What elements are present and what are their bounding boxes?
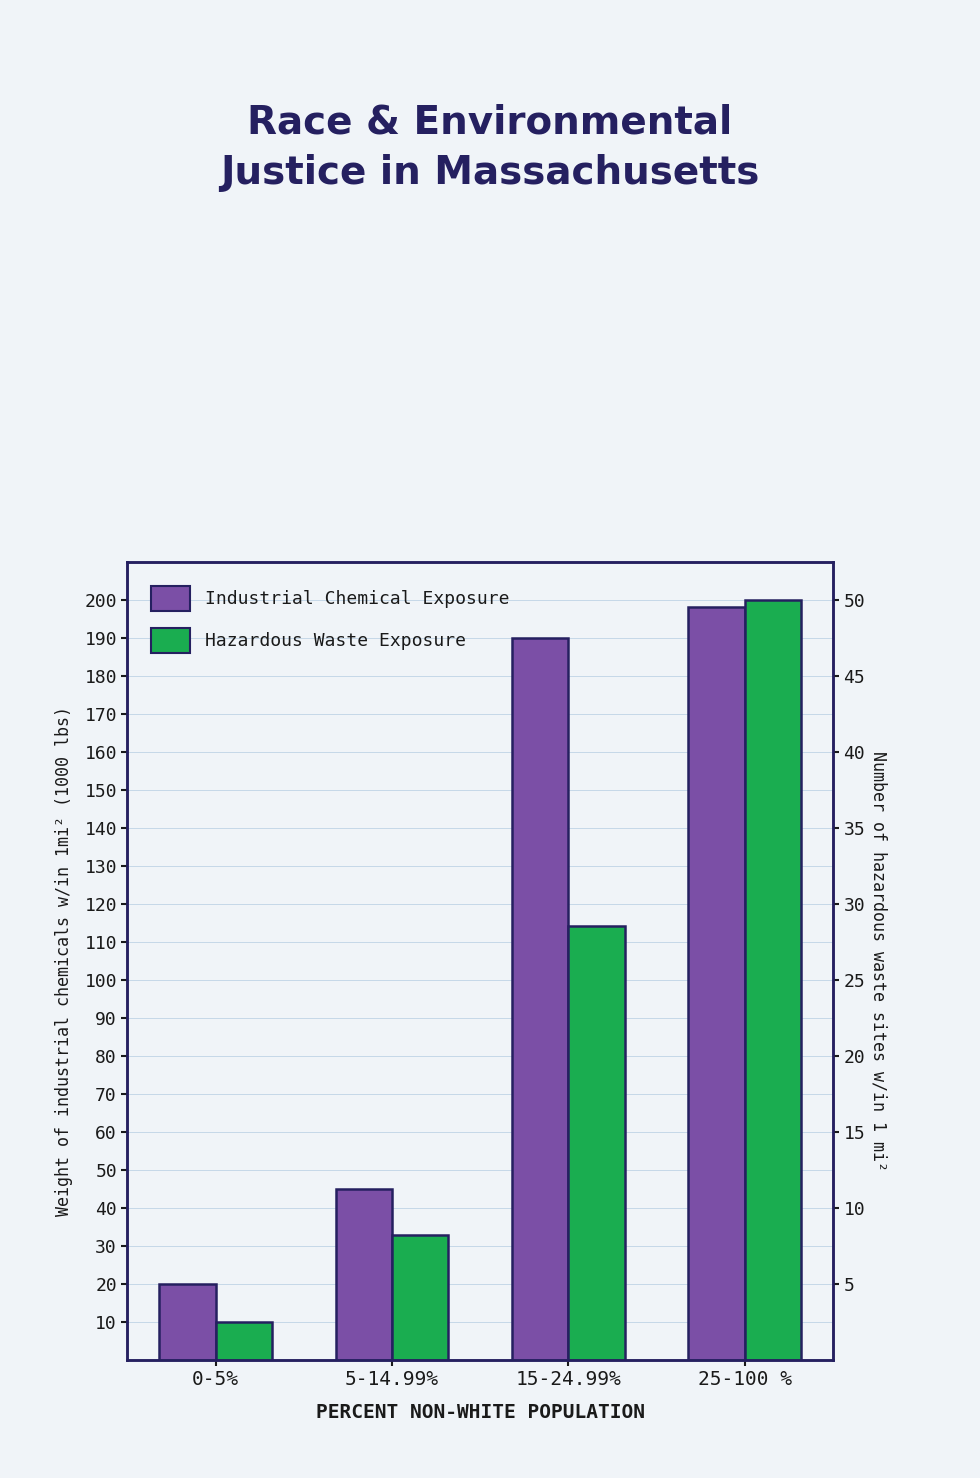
Bar <box>568 927 625 1360</box>
Text: Race & Environmental
Justice in Massachusetts: Race & Environmental Justice in Massachu… <box>220 103 760 192</box>
Y-axis label: Number of hazardous waste sites w/in 1 mi²: Number of hazardous waste sites w/in 1 m… <box>869 751 887 1171</box>
Bar <box>335 1188 392 1360</box>
Y-axis label: Weight of industrial chemicals w/in 1mi² (1000 lbs): Weight of industrial chemicals w/in 1mi²… <box>55 705 74 1216</box>
Bar <box>745 600 802 1360</box>
Legend: Industrial Chemical Exposure, Hazardous Waste Exposure: Industrial Chemical Exposure, Hazardous … <box>143 579 516 661</box>
X-axis label: PERCENT NON-WHITE POPULATION: PERCENT NON-WHITE POPULATION <box>316 1403 645 1422</box>
Bar <box>512 637 568 1360</box>
Bar <box>159 1284 216 1360</box>
Bar <box>392 1236 449 1360</box>
Bar <box>216 1321 272 1360</box>
Bar <box>688 607 745 1360</box>
